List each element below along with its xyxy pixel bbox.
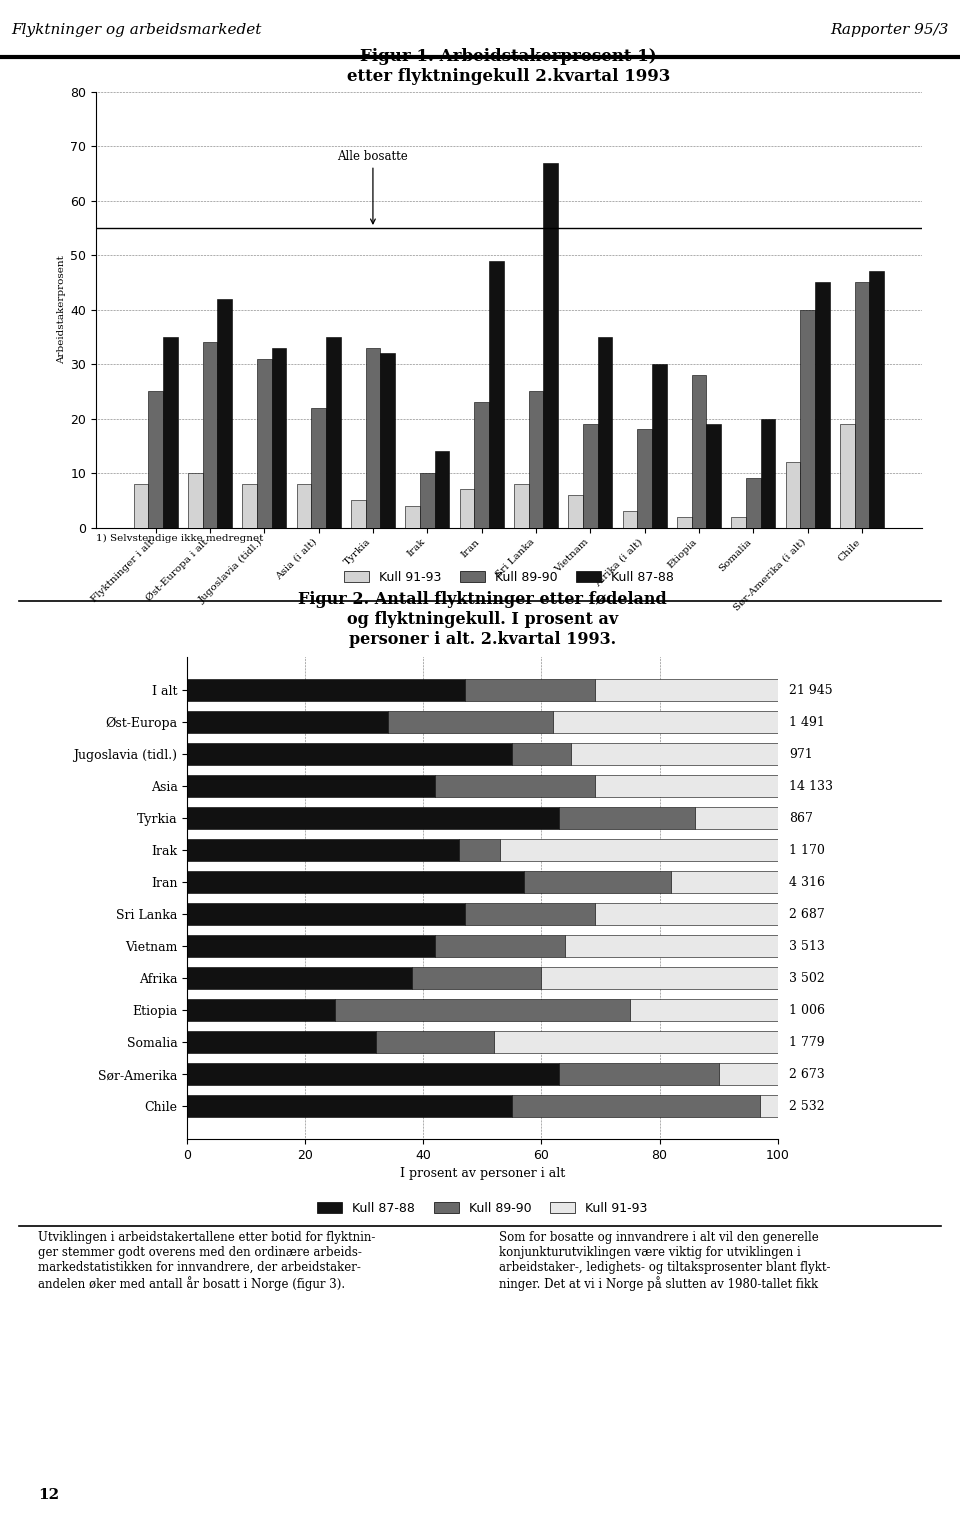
Bar xyxy=(435,451,449,528)
Bar xyxy=(459,839,500,861)
Text: 2 687: 2 687 xyxy=(789,908,826,920)
Bar xyxy=(760,419,776,528)
Bar xyxy=(351,500,366,528)
Bar xyxy=(553,711,778,732)
Bar xyxy=(311,408,325,528)
Bar xyxy=(187,743,512,764)
Bar xyxy=(524,872,671,893)
Bar xyxy=(692,375,707,528)
Bar xyxy=(494,1032,778,1053)
Bar xyxy=(465,679,594,702)
Bar xyxy=(187,968,412,989)
Bar xyxy=(435,936,565,957)
Bar xyxy=(637,430,652,528)
Bar xyxy=(594,679,778,702)
Text: Rapporter 95/3: Rapporter 95/3 xyxy=(830,23,948,37)
Bar xyxy=(571,743,778,764)
Text: 1 779: 1 779 xyxy=(789,1035,825,1049)
Legend: Kull 91-93, Kull 89-90, Kull 87-88: Kull 91-93, Kull 89-90, Kull 87-88 xyxy=(339,566,679,589)
Bar xyxy=(630,1000,778,1021)
X-axis label: I prosent av personer i alt: I prosent av personer i alt xyxy=(399,1167,565,1180)
Bar xyxy=(565,936,778,957)
Bar xyxy=(583,424,598,528)
Bar xyxy=(257,359,272,528)
Bar xyxy=(435,775,594,797)
Text: 1 491: 1 491 xyxy=(789,716,826,729)
Text: 3 502: 3 502 xyxy=(789,972,826,985)
Bar xyxy=(187,807,559,829)
Bar xyxy=(376,1032,494,1053)
Bar xyxy=(187,1032,376,1053)
Bar xyxy=(474,402,489,528)
Bar xyxy=(187,839,459,861)
Bar xyxy=(163,336,178,528)
Bar xyxy=(815,283,829,528)
Bar xyxy=(695,807,778,829)
Bar xyxy=(460,489,474,528)
Text: Som for bosatte og innvandrere i alt vil den generelle
konjunkturutviklingen vær: Som for bosatte og innvandrere i alt vil… xyxy=(499,1231,830,1290)
Bar xyxy=(188,472,203,528)
Bar xyxy=(707,424,721,528)
Bar xyxy=(512,743,571,764)
Text: 12: 12 xyxy=(38,1488,60,1501)
Bar xyxy=(594,775,778,797)
Bar xyxy=(203,342,217,528)
Bar xyxy=(623,511,637,528)
Bar xyxy=(187,1095,512,1118)
Y-axis label: Arbeidstakerprosent: Arbeidstakerprosent xyxy=(57,255,66,364)
Bar xyxy=(187,711,388,732)
Bar xyxy=(272,347,286,528)
Bar xyxy=(594,904,778,925)
Bar xyxy=(801,309,815,528)
Bar xyxy=(187,775,435,797)
Bar xyxy=(187,679,465,702)
Bar xyxy=(870,272,884,528)
Bar xyxy=(187,872,524,893)
Bar xyxy=(559,807,695,829)
Bar xyxy=(489,260,504,528)
Bar xyxy=(598,336,612,528)
Bar xyxy=(732,517,746,528)
Bar xyxy=(718,1064,778,1086)
Bar xyxy=(514,483,529,528)
Bar xyxy=(840,424,854,528)
Bar xyxy=(297,483,311,528)
Bar xyxy=(746,479,760,528)
Bar xyxy=(325,336,341,528)
Bar xyxy=(854,283,870,528)
Bar xyxy=(217,298,232,528)
Text: Flyktninger og arbeidsmarkedet: Flyktninger og arbeidsmarkedet xyxy=(12,23,262,37)
Text: 867: 867 xyxy=(789,812,813,824)
Bar xyxy=(529,391,543,528)
Text: 1) Selvstendige ikke medregnet: 1) Selvstendige ikke medregnet xyxy=(96,534,263,543)
Text: 3 513: 3 513 xyxy=(789,940,826,953)
Title: Figur 1. Arbeidstakerprosent 1)
etter flyktningekull 2.kvartal 1993: Figur 1. Arbeidstakerprosent 1) etter fl… xyxy=(348,47,670,84)
Bar xyxy=(760,1095,778,1118)
Legend: Kull 87-88, Kull 89-90, Kull 91-93: Kull 87-88, Kull 89-90, Kull 91-93 xyxy=(312,1197,653,1220)
Bar xyxy=(405,506,420,528)
Bar xyxy=(242,483,257,528)
Text: 1 170: 1 170 xyxy=(789,844,826,856)
Text: 971: 971 xyxy=(789,748,813,761)
Bar xyxy=(677,517,692,528)
Bar xyxy=(335,1000,630,1021)
Bar xyxy=(465,904,594,925)
Bar xyxy=(133,483,148,528)
Text: 14 133: 14 133 xyxy=(789,780,833,792)
Title: Figur 2. Antall flyktninger etter fødeland
og flyktningekull. I prosent av
perso: Figur 2. Antall flyktninger etter fødela… xyxy=(298,592,667,648)
Bar xyxy=(187,936,435,957)
Text: 4 316: 4 316 xyxy=(789,876,826,888)
Bar xyxy=(785,462,801,528)
Text: Utviklingen i arbeidstakertallene etter botid for flyktnin-
ger stemmer godt ove: Utviklingen i arbeidstakertallene etter … xyxy=(38,1231,375,1290)
Bar xyxy=(148,391,163,528)
Text: 1 006: 1 006 xyxy=(789,1005,826,1017)
Bar xyxy=(187,1000,335,1021)
Bar xyxy=(412,968,541,989)
Bar xyxy=(187,1064,559,1086)
Bar xyxy=(388,711,553,732)
Bar xyxy=(559,1064,718,1086)
Bar xyxy=(366,347,380,528)
Bar xyxy=(500,839,778,861)
Text: 21 945: 21 945 xyxy=(789,683,833,697)
Bar xyxy=(187,904,465,925)
